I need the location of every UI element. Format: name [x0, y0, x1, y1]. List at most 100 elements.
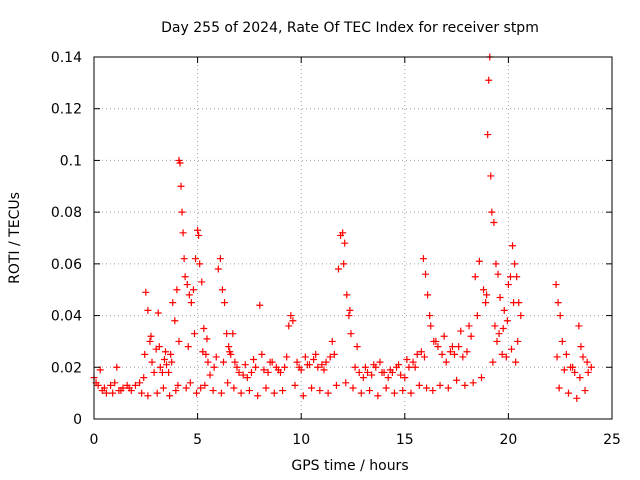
data-point [471, 273, 479, 281]
data-point [144, 392, 152, 400]
data-point [217, 389, 225, 397]
data-point [469, 379, 477, 387]
data-point [492, 260, 500, 268]
data-points [90, 53, 595, 402]
data-point [181, 273, 189, 281]
data-point [483, 291, 491, 299]
data-point [423, 384, 431, 392]
data-point [180, 255, 188, 263]
data-point [442, 358, 450, 366]
data-point [576, 374, 584, 382]
data-point [553, 353, 561, 361]
data-point [142, 288, 150, 296]
data-point [239, 371, 247, 379]
data-point [229, 330, 237, 338]
data-point [467, 332, 475, 340]
data-point [322, 358, 330, 366]
data-point [146, 337, 154, 345]
data-point [510, 299, 518, 307]
data-point [554, 299, 562, 307]
data-point [434, 343, 442, 351]
data-point [231, 358, 239, 366]
data-point [513, 273, 521, 281]
data-point [500, 306, 508, 314]
data-point [370, 361, 378, 369]
data-point [235, 368, 243, 376]
data-point [448, 343, 456, 351]
data-point [150, 368, 158, 376]
data-point [178, 208, 186, 216]
x-tick-label: 10 [292, 432, 310, 448]
data-point [490, 218, 498, 226]
y-axis-label: ROTI / TECUs [7, 192, 23, 284]
data-point [475, 257, 483, 265]
data-point [419, 255, 427, 263]
data-point [409, 358, 417, 366]
data-point [407, 389, 415, 397]
data-point [310, 356, 318, 364]
data-point [328, 337, 336, 345]
data-point [125, 384, 133, 392]
data-point [172, 387, 180, 395]
data-point [487, 172, 495, 180]
data-point [405, 363, 413, 371]
data-point [415, 381, 423, 389]
data-point [196, 260, 204, 268]
y-tick-label: 0.12 [51, 102, 82, 118]
data-point [100, 384, 108, 392]
data-point [252, 363, 260, 371]
data-point [498, 350, 506, 358]
data-point [386, 366, 394, 374]
data-point [187, 299, 195, 307]
data-point [587, 363, 595, 371]
data-point [270, 389, 278, 397]
data-point [197, 384, 205, 392]
data-point [206, 371, 214, 379]
data-point [514, 337, 522, 345]
data-point [113, 363, 121, 371]
data-point [147, 332, 155, 340]
data-point [285, 322, 293, 330]
data-point [556, 312, 564, 320]
data-point [491, 322, 499, 330]
data-point [176, 159, 184, 167]
data-point [260, 366, 268, 374]
data-point [209, 387, 217, 395]
data-point [136, 379, 144, 387]
data-point [216, 255, 224, 263]
data-point [109, 389, 117, 397]
data-point [254, 392, 262, 400]
data-point [451, 350, 459, 358]
data-point [218, 286, 226, 294]
data-point [493, 337, 501, 345]
data-point [446, 348, 454, 356]
data-point [364, 368, 372, 376]
data-point [324, 389, 332, 397]
data-point [374, 392, 382, 400]
data-point [312, 350, 320, 358]
data-point [581, 387, 589, 395]
data-point [473, 312, 481, 320]
data-point [502, 353, 510, 361]
data-point [281, 363, 289, 371]
data-point [117, 387, 125, 395]
data-point [426, 312, 434, 320]
data-point [256, 301, 264, 309]
data-point [347, 330, 355, 338]
data-point [584, 368, 592, 376]
x-tick-label: 5 [193, 432, 202, 448]
data-point [141, 350, 149, 358]
data-point [508, 345, 516, 353]
data-point [247, 368, 255, 376]
data-point [555, 384, 563, 392]
data-point [200, 325, 208, 332]
data-point [562, 350, 570, 358]
data-point [183, 281, 191, 289]
data-point [214, 265, 222, 273]
axis-ticks: 0 5 10 15 20 25 0 0.02 0.04 0.06 0.08 0.1 0.12 0.14 [51, 50, 621, 448]
data-point [291, 381, 299, 389]
data-point [489, 358, 497, 366]
data-point [424, 291, 432, 299]
data-point [155, 343, 163, 351]
